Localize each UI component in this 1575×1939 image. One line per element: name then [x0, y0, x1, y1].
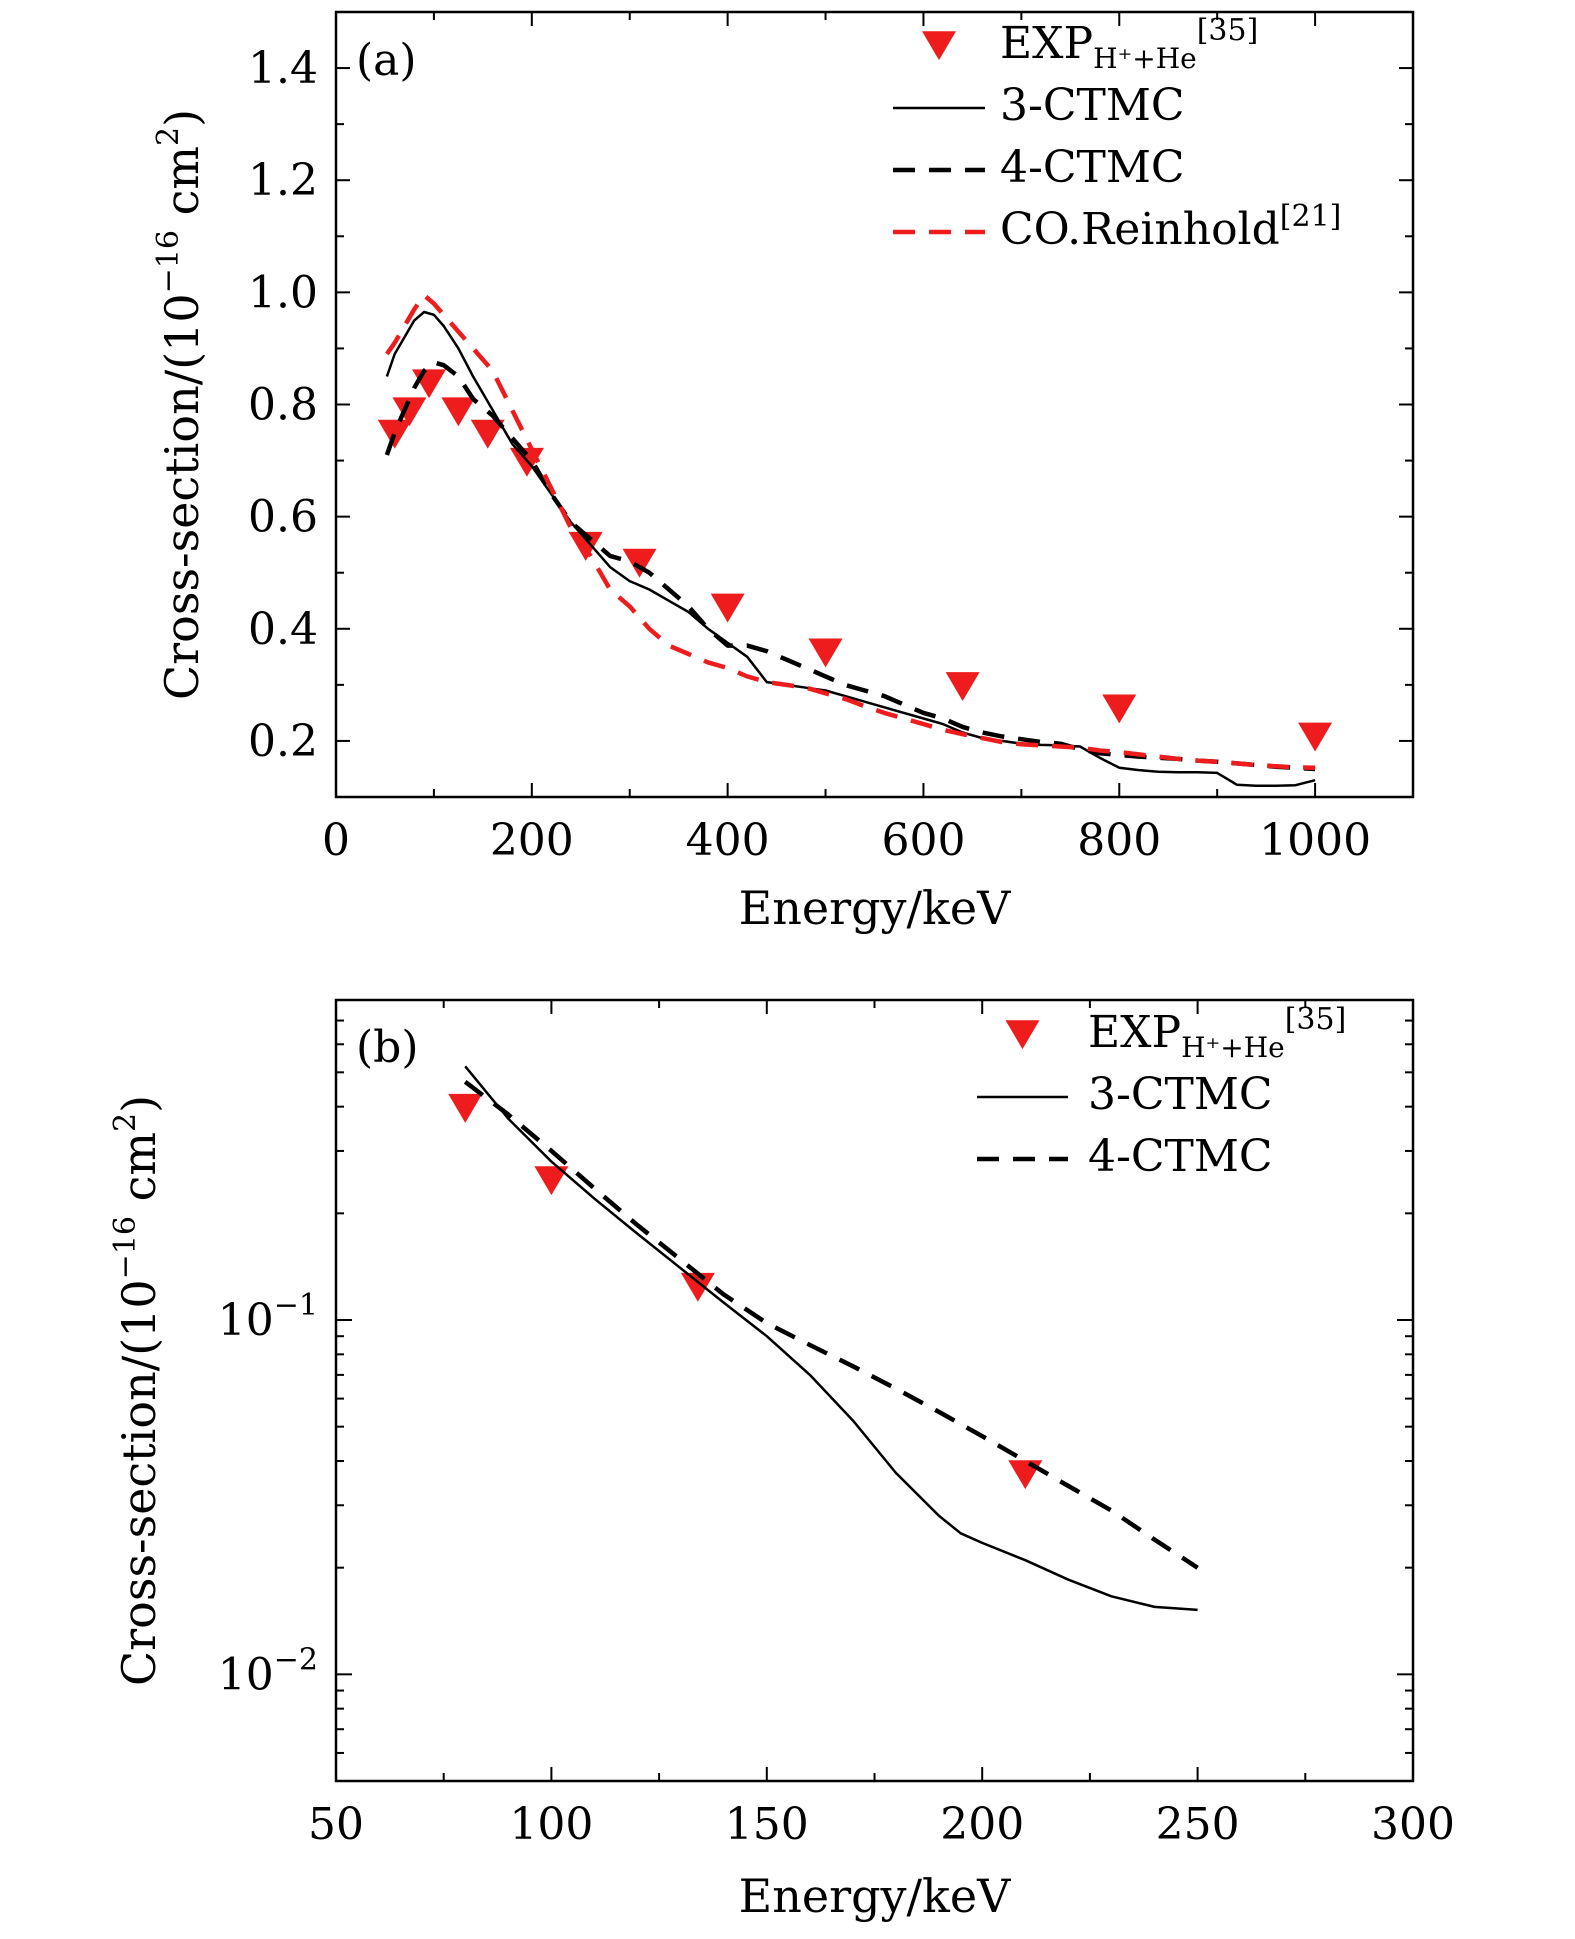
- data-point-exp: [448, 1093, 483, 1123]
- y-axis-label: Cross-section/(10−16 cm2): [108, 1095, 166, 1686]
- data-point-exp: [1102, 694, 1137, 724]
- x-tick-label: 250: [1156, 1799, 1240, 1850]
- x-tick-label: 0: [322, 815, 350, 866]
- data-point-exp: [680, 1272, 715, 1302]
- x-axis-label: Energy/keV: [739, 881, 1011, 935]
- legend-marker-exp: [922, 31, 956, 61]
- data-point-exp: [470, 419, 505, 449]
- x-tick-label: 600: [881, 815, 965, 866]
- panel-label: (b): [356, 1022, 419, 1073]
- x-axis-label: Energy/keV: [739, 1869, 1011, 1923]
- y-axis-label: Cross-section/(10−16 cm2): [151, 109, 209, 700]
- x-tick-label: 400: [686, 815, 770, 866]
- panel-b: 50 100 150 200 250 300 10−2 10−1 Energy/keV Cross…: [108, 998, 1455, 1923]
- data-point-exp: [710, 593, 745, 623]
- data-point-exp: [622, 548, 657, 578]
- panel-label: (a): [356, 35, 417, 86]
- y-tick-label: 1.0: [248, 267, 318, 318]
- x-tick-label: 150: [725, 1799, 809, 1850]
- y-tick-label: 0.8: [248, 380, 318, 431]
- y-tick-label: 1.4: [248, 43, 318, 94]
- x-tick-label: 800: [1077, 815, 1161, 866]
- y-tick-label: 0.2: [248, 716, 318, 767]
- x-tick-label: 300: [1371, 1799, 1455, 1850]
- y-tick-label: 10−2: [218, 1642, 318, 1700]
- legend-label-4-ctmc: 4-CTMC: [1000, 142, 1185, 193]
- data-point-exp: [441, 397, 476, 427]
- data-point-exp: [377, 419, 412, 449]
- y-tick-label: 10−1: [218, 1288, 318, 1346]
- legend-label-co-reinhold: CO.Reinhold[21]: [1000, 199, 1341, 255]
- series-line-4-ctmc: [463, 1080, 1199, 1570]
- data-point-exp: [392, 397, 427, 427]
- legend-label-exp: EXPH⁺+He[35]: [1088, 1002, 1346, 1064]
- x-tick-label: 100: [509, 1799, 593, 1850]
- x-tick-label: 50: [308, 1799, 364, 1850]
- plot-area: [448, 1065, 1199, 1612]
- data-point-exp: [945, 672, 980, 702]
- legend-label-exp: EXPH⁺+He[35]: [1000, 13, 1258, 75]
- series-line-4-ctmc: [384, 360, 1316, 772]
- y-tick-label: 0.6: [248, 492, 318, 543]
- y-tick-label: 0.4: [248, 604, 318, 655]
- y-tick-label: 1.2: [248, 155, 318, 206]
- x-tick-label: 200: [490, 815, 574, 866]
- legend-label-3-ctmc: 3-CTMC: [1088, 1069, 1273, 1120]
- x-tick-label: 200: [940, 1799, 1024, 1850]
- series-line-3-ctmc: [464, 1065, 1198, 1612]
- x-tick-label: 1000: [1259, 815, 1371, 866]
- legend-marker-exp: [1005, 1020, 1040, 1050]
- series-line-co-reinhold: [385, 292, 1316, 771]
- plot-area: [377, 292, 1333, 788]
- data-point-exp: [808, 638, 843, 668]
- data-point-exp: [534, 1166, 569, 1196]
- legend-label-3-ctmc: 3-CTMC: [1000, 80, 1185, 131]
- legend-label-4-ctmc: 4-CTMC: [1088, 1131, 1273, 1182]
- panel-a: 0 200 400 600 800 1000 0.2 0.4 0.6 0.8 1.0 1.2 1.4 En…: [151, 10, 1415, 935]
- data-point-exp: [1298, 722, 1333, 752]
